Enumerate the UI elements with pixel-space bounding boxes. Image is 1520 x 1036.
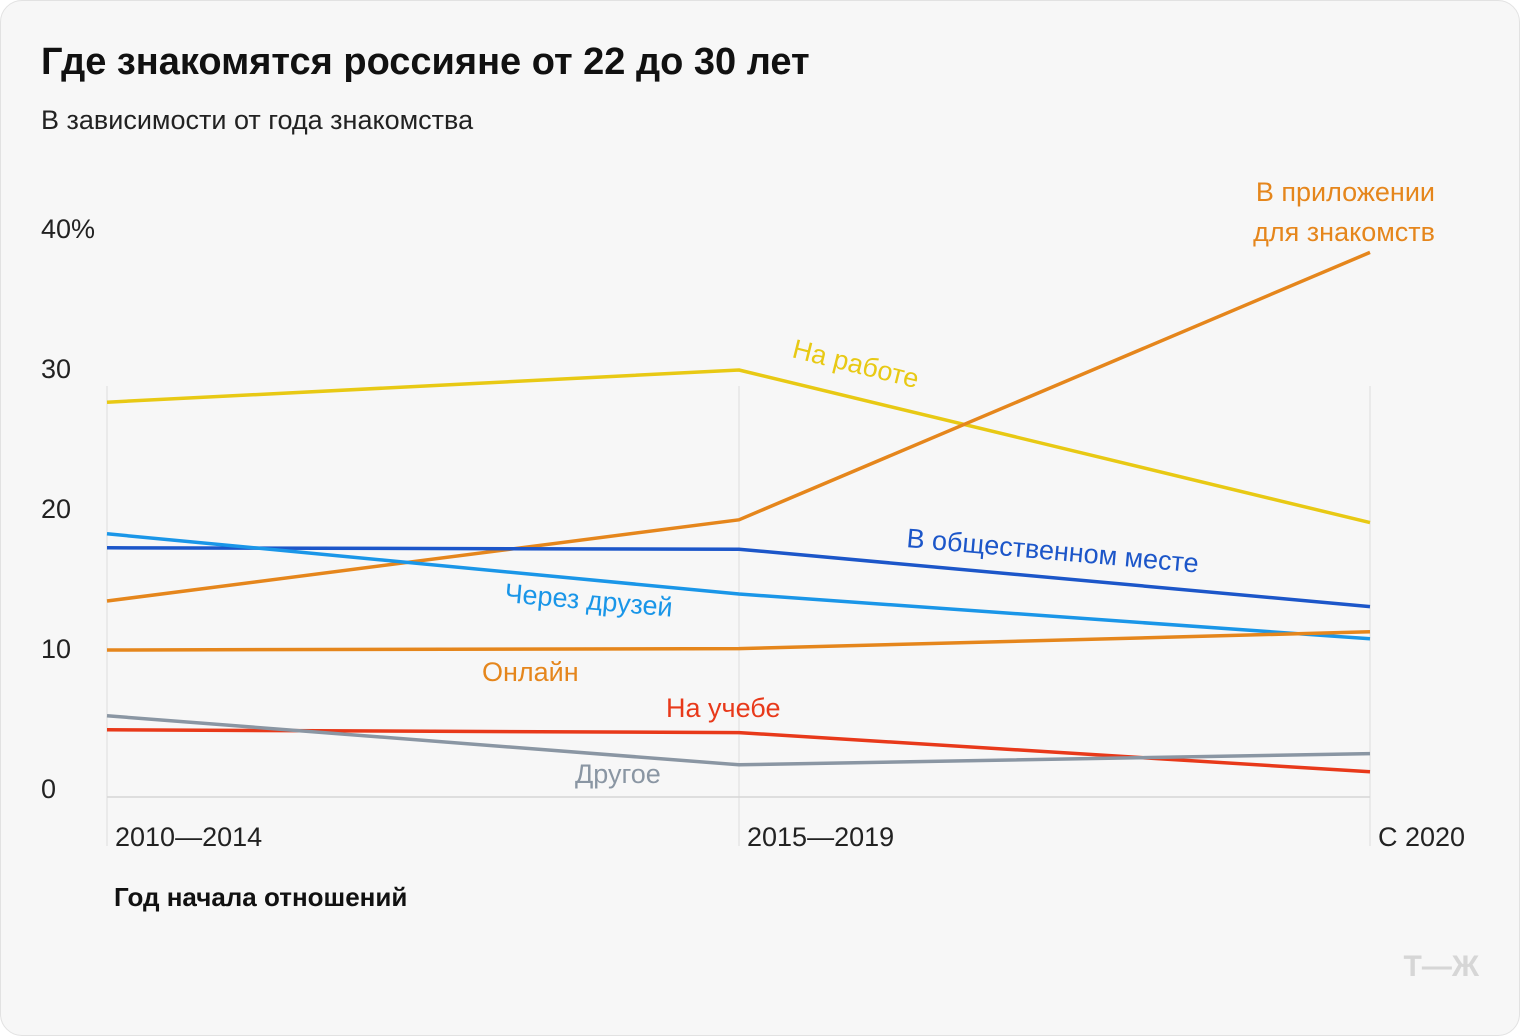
series-line bbox=[106, 250, 1371, 603]
chart-subtitle: В зависимости от года знакомства bbox=[41, 105, 474, 135]
series-label: Онлайн bbox=[482, 657, 579, 687]
series-label: В общественном месте bbox=[905, 523, 1199, 578]
series-label: На работе bbox=[790, 334, 922, 394]
y-tick-label: 20 bbox=[41, 494, 71, 524]
y-tick-label: 30 bbox=[41, 354, 71, 384]
x-tick-label: 2015—2019 bbox=[747, 822, 894, 852]
chart-title: Где знакомятся россияне от 22 до 30 лет bbox=[41, 41, 810, 83]
series-line bbox=[106, 714, 1371, 767]
y-tick-label: 40% bbox=[41, 214, 95, 244]
series-label: В приложении bbox=[1256, 177, 1435, 207]
logo: Т—Ж bbox=[1404, 950, 1480, 983]
series-line bbox=[106, 546, 1371, 609]
series-label: Другое bbox=[575, 759, 661, 789]
x-tick-label: 2010—2014 bbox=[115, 822, 262, 852]
y-tick-label: 10 bbox=[41, 634, 71, 664]
series-label: для знакомств bbox=[1253, 217, 1435, 247]
y-tick-label: 0 bbox=[41, 774, 56, 804]
x-tick-label: С 2020 bbox=[1378, 822, 1465, 852]
x-axis-title: Год начала отношений bbox=[114, 882, 407, 912]
series-label: На учебе bbox=[666, 693, 780, 723]
series-line bbox=[106, 368, 1371, 525]
series-line bbox=[106, 532, 1371, 641]
series-line bbox=[106, 630, 1371, 652]
